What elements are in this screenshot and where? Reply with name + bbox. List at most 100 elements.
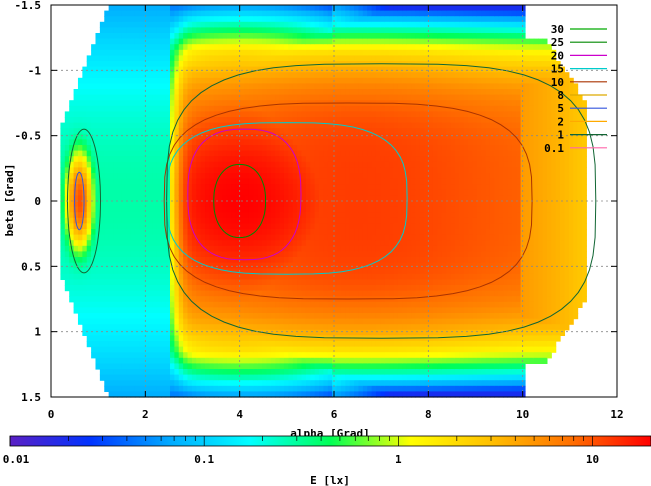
heatmap-cell — [196, 16, 202, 23]
heatmap-cell — [235, 341, 241, 348]
heatmap-cell — [130, 206, 136, 213]
heatmap-cell — [187, 66, 193, 73]
heatmap-cell — [288, 212, 294, 219]
heatmap-cell — [191, 285, 197, 292]
heatmap-cell — [358, 374, 364, 381]
heatmap-cell — [178, 301, 184, 308]
heatmap-cell — [275, 161, 281, 168]
heatmap-cell — [178, 318, 184, 325]
heatmap-cell — [235, 94, 241, 101]
heatmap-cell — [226, 341, 232, 348]
heatmap-cell — [183, 156, 189, 163]
heatmap-cell — [248, 262, 254, 269]
heatmap-cell — [108, 77, 114, 84]
heatmap-cell — [270, 111, 276, 118]
heatmap-cell — [367, 55, 373, 62]
heatmap-cell — [270, 44, 276, 51]
heatmap-cell — [323, 161, 329, 168]
heatmap-cell — [327, 16, 333, 23]
heatmap-cell — [126, 201, 132, 208]
heatmap-cell — [143, 161, 149, 168]
heatmap-cell — [354, 139, 360, 146]
heatmap-cell — [336, 133, 342, 140]
heatmap-cell — [200, 83, 206, 90]
heatmap-cell — [231, 212, 237, 219]
heatmap-cell — [323, 391, 329, 398]
heatmap-cell — [283, 21, 289, 28]
heatmap-cell — [161, 44, 167, 51]
heatmap-cell — [235, 212, 241, 219]
heatmap-cell — [183, 273, 189, 280]
heatmap-cell — [253, 5, 259, 12]
heatmap-cell — [340, 385, 346, 392]
heatmap-cell — [257, 38, 263, 45]
heatmap-cell — [375, 240, 381, 247]
heatmap-cell — [196, 357, 202, 364]
heatmap-cell — [336, 385, 342, 392]
heatmap-cell — [226, 357, 232, 364]
heatmap-cell — [319, 55, 324, 62]
heatmap-cell — [170, 212, 175, 219]
heatmap-cell — [292, 374, 298, 381]
heatmap-cell — [165, 139, 171, 146]
heatmap-cell — [73, 240, 79, 247]
heatmap-cell — [178, 128, 184, 135]
heatmap-cell — [279, 33, 285, 40]
heatmap-cell — [314, 105, 320, 112]
heatmap-cell — [345, 145, 351, 152]
heatmap-cell — [279, 161, 285, 168]
heatmap-cell — [200, 128, 206, 135]
heatmap-cell — [305, 5, 311, 12]
heatmap-cell — [248, 66, 254, 73]
heatmap-cell — [77, 279, 83, 286]
heatmap-cell — [354, 5, 360, 12]
heatmap-cell — [336, 324, 342, 331]
heatmap-cell — [297, 94, 303, 101]
heatmap-cell — [226, 273, 232, 280]
heatmap-cell — [99, 83, 105, 90]
heatmap-cell — [121, 374, 127, 381]
heatmap-cell — [305, 55, 311, 62]
heatmap-cell — [358, 369, 364, 376]
heatmap-cell — [187, 105, 193, 112]
heatmap-cell — [130, 380, 136, 387]
heatmap-cell — [156, 273, 162, 280]
heatmap-cell — [218, 374, 224, 381]
heatmap-cell — [209, 145, 215, 152]
heatmap-cell — [279, 16, 285, 23]
heatmap-cell — [73, 234, 79, 241]
heatmap-cell — [336, 184, 342, 191]
heatmap-cell — [165, 21, 171, 28]
heatmap-cell — [104, 27, 110, 34]
heatmap-cell — [240, 229, 246, 236]
heatmap-cell — [319, 94, 324, 101]
heatmap-cell — [297, 301, 303, 308]
heatmap-cell — [222, 273, 228, 280]
heatmap-cell — [301, 55, 307, 62]
heatmap-cell — [170, 111, 175, 118]
heatmap-cell — [183, 100, 189, 107]
heatmap-cell — [283, 72, 289, 79]
heatmap-cell — [174, 240, 180, 247]
heatmap-cell — [310, 27, 316, 34]
heatmap-cell — [336, 145, 342, 152]
heatmap-cell — [248, 240, 254, 247]
heatmap-cell — [191, 89, 197, 96]
heatmap-cell — [288, 117, 294, 124]
heatmap-cell — [345, 206, 351, 213]
heatmap-cell — [371, 77, 377, 84]
heatmap-cell — [222, 206, 228, 213]
heatmap-cell — [213, 173, 219, 180]
heatmap-cell — [113, 369, 118, 376]
heatmap-cell — [358, 329, 364, 336]
heatmap-cell — [82, 189, 88, 196]
heatmap-cell — [384, 324, 390, 331]
heatmap-cell — [200, 38, 206, 45]
heatmap-cell — [174, 145, 180, 152]
heatmap-cell — [178, 33, 184, 40]
heatmap-cell — [69, 195, 75, 202]
heatmap-cell — [152, 223, 158, 230]
heatmap-cell — [231, 66, 237, 73]
heatmap-cell — [270, 133, 276, 140]
heatmap-cell — [196, 89, 202, 96]
